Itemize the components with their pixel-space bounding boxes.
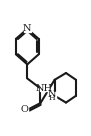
Bar xyxy=(40,86,49,91)
Text: N: N xyxy=(48,90,56,99)
Text: O: O xyxy=(20,105,28,114)
Bar xyxy=(21,107,28,112)
Bar xyxy=(48,92,56,100)
Text: N: N xyxy=(23,24,32,33)
Text: NH: NH xyxy=(36,84,53,93)
Text: H: H xyxy=(49,95,55,103)
Bar xyxy=(24,26,31,32)
